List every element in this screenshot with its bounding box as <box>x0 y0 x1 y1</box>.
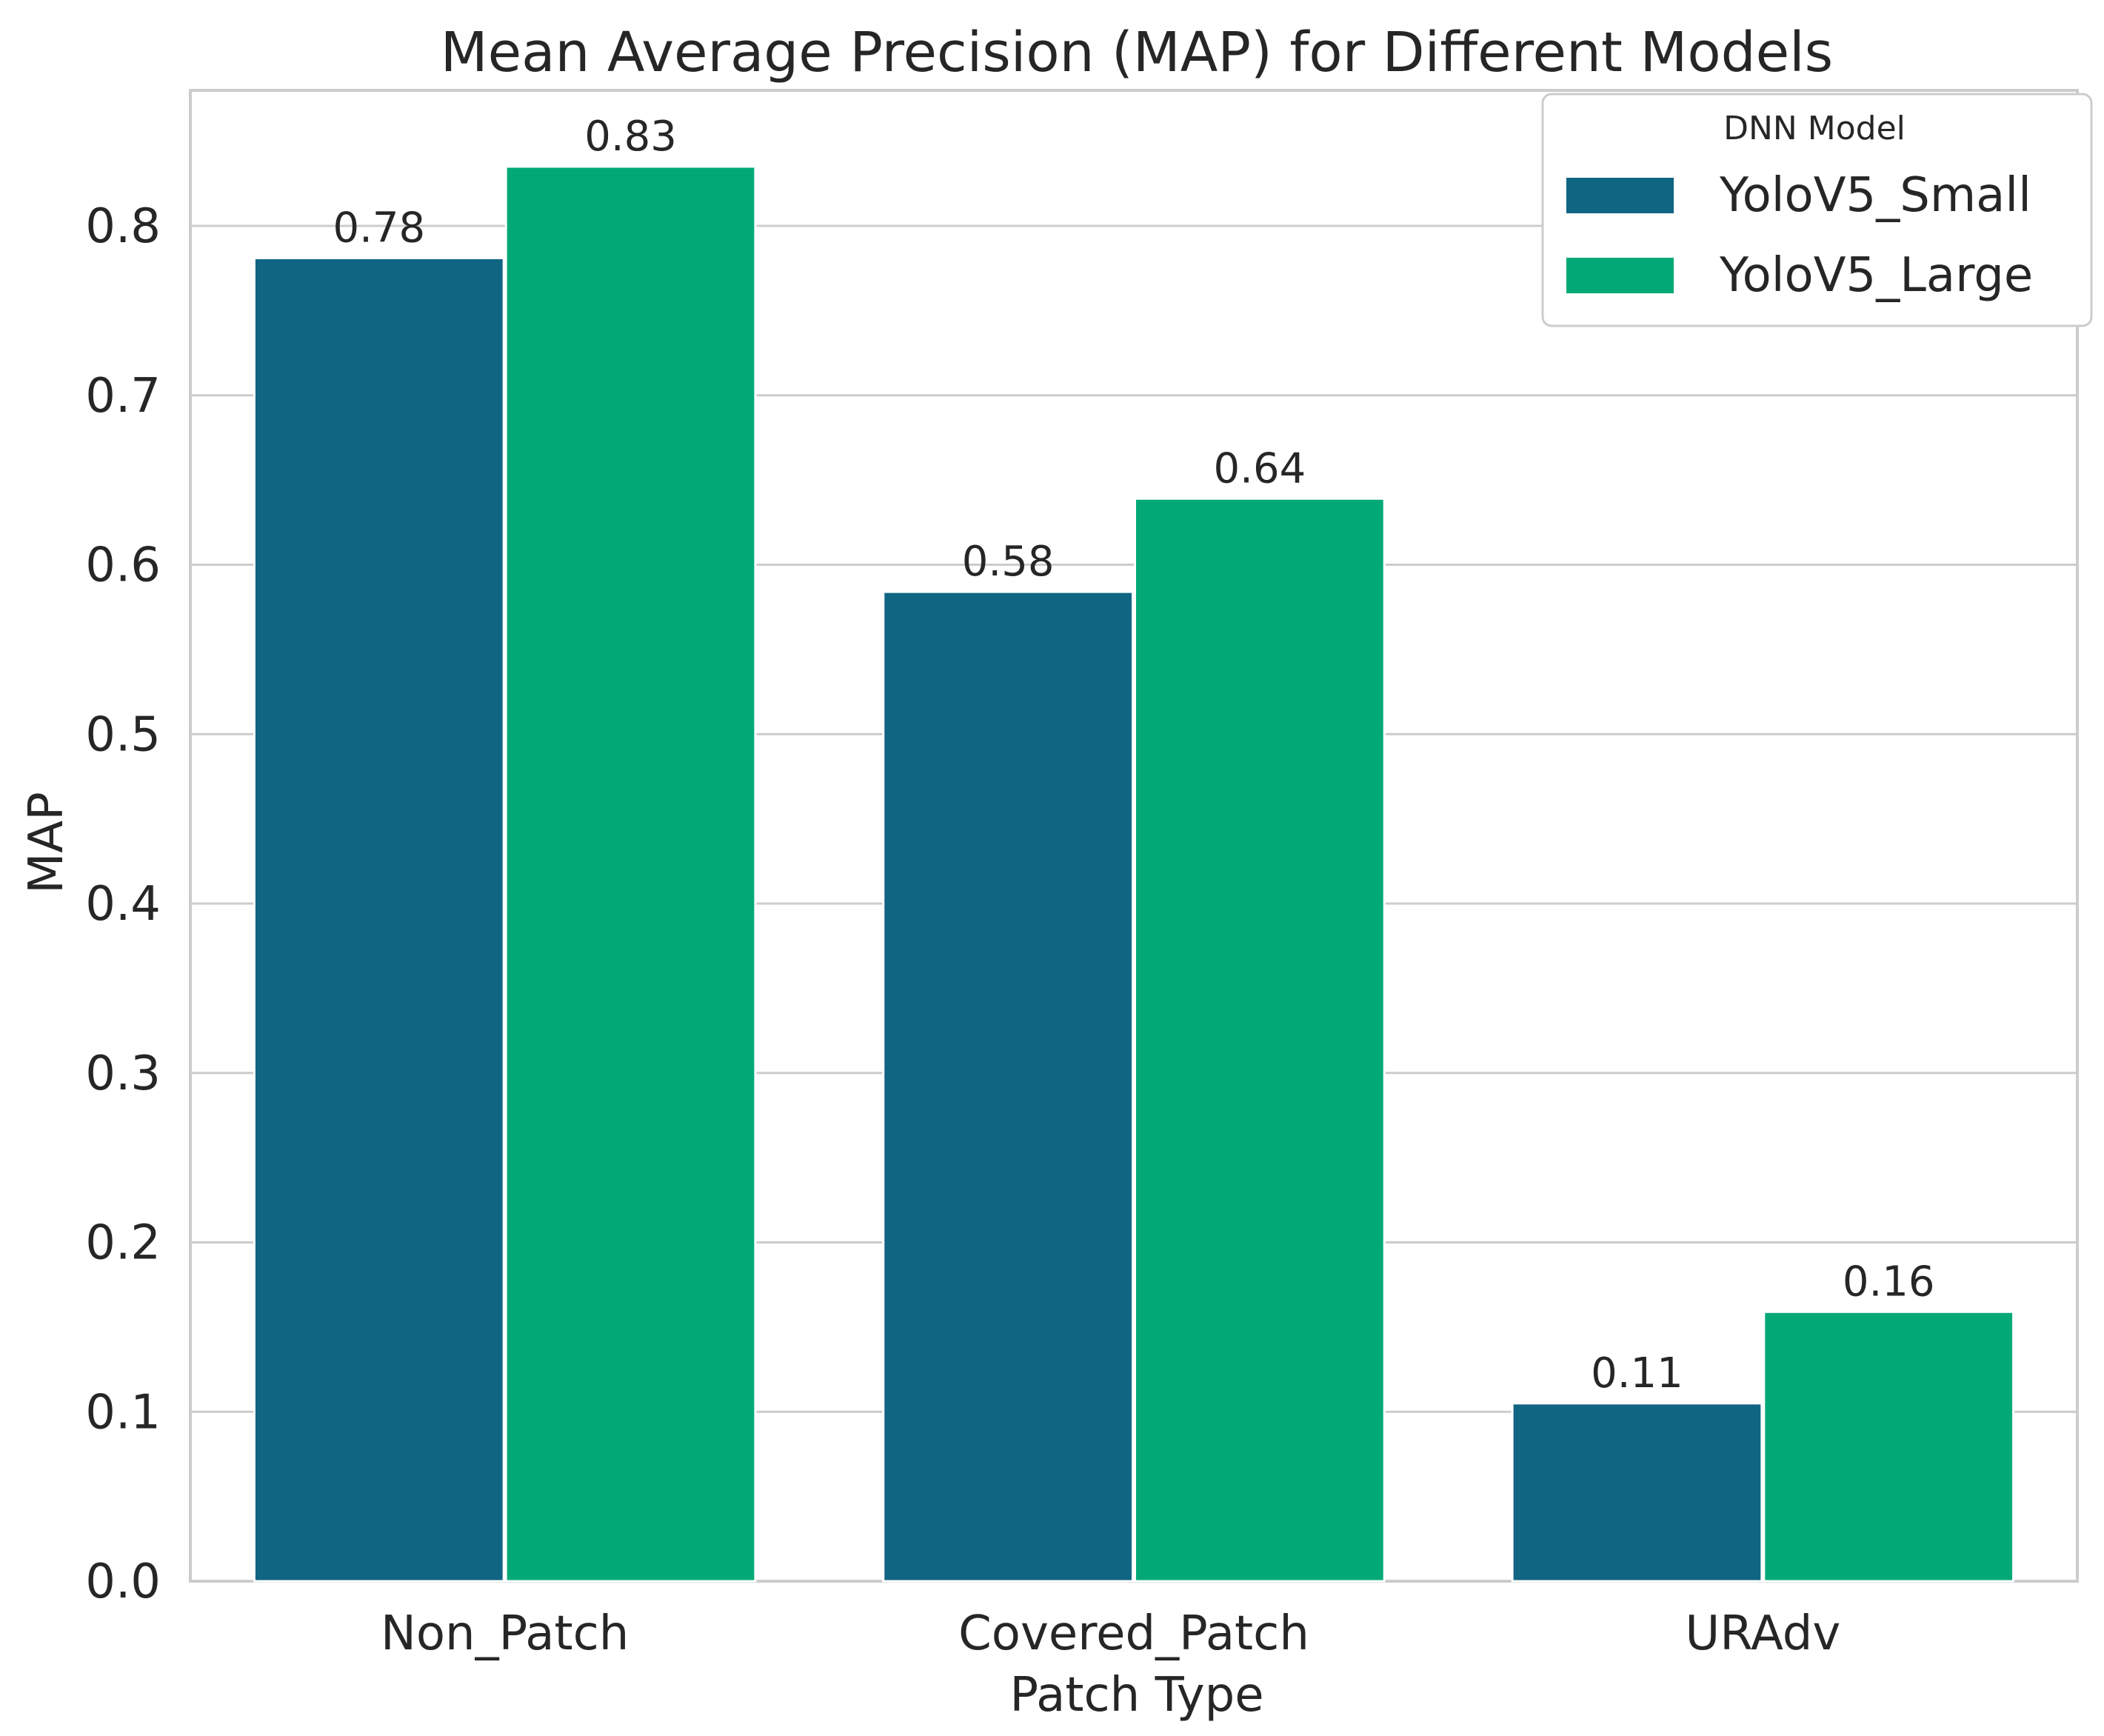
legend-box <box>1541 93 2093 327</box>
bar-labels-group: 0.78 0.83 0.58 0.64 0.11 0.16 <box>333 113 1934 1398</box>
bar-yolov5-small-covered-patch <box>882 590 1135 1583</box>
bar-value-label: 0.11 <box>1591 1349 1683 1398</box>
y-tick-label: 0.6 <box>85 538 161 593</box>
y-tick-label: 0.5 <box>85 707 161 762</box>
bar-value-label: 0.83 <box>584 113 677 161</box>
legend-swatch-yolov5-large <box>1566 258 1674 293</box>
legend-title: DNN Model <box>1723 110 1906 147</box>
y-tick-label: 0.4 <box>85 877 161 932</box>
y-axis-label: MAP <box>19 792 74 894</box>
legend-swatch-yolov5-small <box>1566 178 1674 213</box>
x-tick-label: URAdv <box>1685 1606 1840 1661</box>
bar-value-label: 0.16 <box>1843 1258 1935 1306</box>
y-tick-label: 0.7 <box>85 369 161 424</box>
legend: DNN Model YoloV5_Small YoloV5_Large <box>1541 93 2093 327</box>
x-tick-label: Covered_Patch <box>958 1606 1309 1661</box>
bar-yolov5-small-uradv <box>1511 1402 1763 1583</box>
y-tick-label: 0.3 <box>85 1046 161 1101</box>
bar-yolov5-large-non-patch <box>504 165 757 1583</box>
bars-group <box>253 165 2015 1583</box>
x-tick-labels: Non_Patch Covered_Patch URAdv <box>381 1606 1840 1661</box>
bar-yolov5-large-uradv <box>1763 1310 2015 1583</box>
y-tick-label: 0.2 <box>85 1216 161 1271</box>
y-tick-label: 0.0 <box>85 1555 161 1609</box>
x-tick-label: Non_Patch <box>381 1606 629 1661</box>
y-tick-label: 0.1 <box>85 1385 161 1440</box>
y-tick-label: 0.8 <box>85 199 161 254</box>
legend-label-yolov5-large: YoloV5_Large <box>1719 248 2033 303</box>
x-axis-label: Patch Type <box>1009 1668 1263 1723</box>
bar-value-label: 0.58 <box>962 538 1055 586</box>
bar-value-label: 0.78 <box>333 204 425 252</box>
y-tick-labels: 0.0 0.1 0.2 0.3 0.4 0.5 0.6 0.7 0.8 <box>85 199 161 1609</box>
bar-yolov5-small-non-patch <box>253 256 505 1583</box>
chart-title: Mean Average Precision (MAP) for Differe… <box>441 21 1833 84</box>
legend-label-yolov5-small: YoloV5_Small <box>1719 168 2031 223</box>
bar-value-label: 0.64 <box>1214 444 1306 493</box>
bar-yolov5-large-covered-patch <box>1134 497 1386 1583</box>
